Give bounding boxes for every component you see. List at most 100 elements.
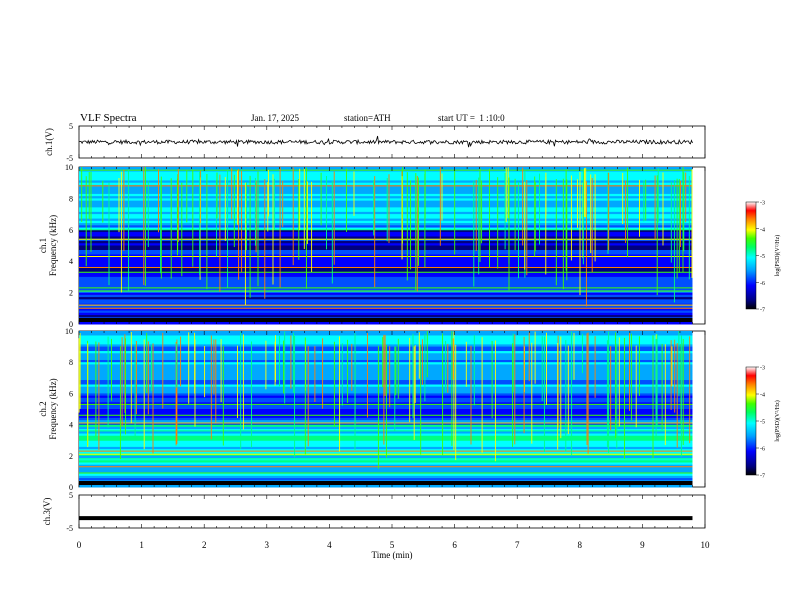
time-tick-label: 7 [515,540,520,550]
frequency-band [79,202,693,206]
frequency-band [79,391,693,394]
frequency-band [79,207,693,211]
frequency-band [79,406,693,410]
frequency-band [79,331,693,334]
colorbar-tick-label: -7 [760,308,765,314]
frequency-band [79,475,693,479]
frequency-band [79,175,693,179]
frequency-band [79,288,693,291]
frequency-band [79,464,693,468]
frequency-band [79,431,693,435]
header-station: station=ATH [344,113,391,123]
colorbar-label: log(PSD)(V²/Hz) [774,235,781,276]
frequency-band [79,380,693,383]
frequency-band [79,409,693,412]
freq-tick-label: 4 [69,421,73,430]
frequency-band [79,241,693,244]
frequency-band [79,281,693,285]
frequency-band [79,386,693,390]
colorbar-tick-label: -5 [760,420,765,426]
frequency-band [79,404,693,408]
frequency-band [79,417,693,421]
ch3-ytick-label: -5 [66,524,73,533]
frequency-band [79,333,693,336]
frequency-band [79,247,693,251]
frequency-band [79,182,693,186]
frequency-band [79,312,693,316]
time-axis-label: Time (min) [372,550,413,560]
frequency-band [79,371,693,374]
frequency-band [79,362,693,365]
frequency-band [79,263,693,267]
freq-tick-label: 4 [69,257,73,266]
frequency-band [79,292,693,296]
frequency-band [79,245,693,249]
frequency-band [79,460,693,463]
ch3-waveform-panel: 5 -5 ch.3(V) [42,491,706,533]
freq-tick-label: 8 [69,194,73,203]
frequency-band [79,435,693,439]
ch3-ylabel: ch.3(V) [42,498,52,526]
frequency-band [79,167,693,170]
ch1-ytick-label: -5 [66,154,73,163]
frequency-band [79,442,693,446]
frequency-band [79,397,693,401]
frequency-band [79,375,693,379]
frequency-band [79,220,693,224]
frequency-band [79,276,693,280]
spectrogram-channel-label: ch.2 [38,401,48,416]
time-tick-label: 1 [139,540,144,550]
frequency-band [79,451,693,455]
freq-tick-label: 2 [69,452,73,461]
frequency-band [79,411,693,414]
frequency-band [79,395,693,399]
ch3-frame [78,494,706,529]
frequency-band [79,400,693,403]
header-date: Jan. 17, 2025 [251,113,299,123]
spectrogram-panel-1: 10 8 6 4 2 0 ch.1 Frequency (kHz) -3 -4 -5 -6 -7 log(… [38,163,781,329]
frequency-band [79,444,693,448]
frequency-band [79,258,693,262]
frequency-band [79,422,693,426]
frequency-band [79,211,693,215]
frequency-band [79,321,693,325]
frequency-band [79,393,693,397]
frequency-band [79,453,693,457]
colorbar-tick-label: -5 [760,254,765,260]
frequency-band [79,223,693,226]
frequency-band [79,368,693,372]
frequency-band [79,433,693,437]
spectrogram-channel-label: ch.1 [38,238,48,253]
frequency-band [79,283,693,287]
frequency-band [79,191,693,195]
frequency-band [79,294,693,298]
frequency-band [79,279,693,282]
spectrogram-ylabel: Frequency (kHz) [48,378,58,439]
colorbar [745,366,757,476]
ch1-ytick-label: 5 [69,122,73,131]
frequency-band [79,344,693,348]
frequency-band [79,299,693,303]
frequency-band [79,315,693,318]
freq-tick-label: 6 [69,389,73,398]
time-tick-label: 6 [452,540,457,550]
frequency-band [79,377,693,381]
frequency-band [79,426,693,430]
frequency-band [79,290,693,294]
frequency-band [79,187,693,190]
frequency-band [79,359,693,363]
frequency-band [79,484,693,488]
header-start-time: start UT = 1 :10:0 [438,113,505,123]
frequency-band [79,455,693,459]
freq-tick-label: 10 [65,327,73,336]
frequency-band [79,366,693,370]
frequency-band [79,473,693,477]
frequency-band [79,373,693,377]
time-tick-label: 10 [701,540,711,550]
time-tick-label: 2 [202,540,207,550]
ch1-trace [78,135,693,148]
freq-tick-label: 0 [69,320,73,329]
frequency-band [79,382,693,385]
colorbar-tick-label: -6 [760,447,765,453]
frequency-band [79,462,693,466]
